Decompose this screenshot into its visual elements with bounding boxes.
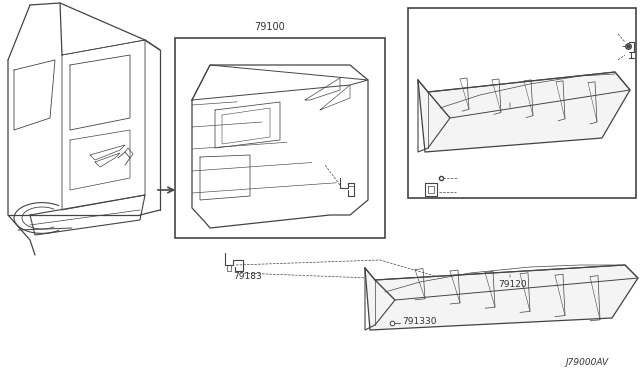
Bar [175, 38, 385, 238]
Polygon shape [365, 265, 638, 330]
Text: 79133E: 79133E [584, 30, 618, 39]
Text: 79183: 79183 [233, 272, 262, 281]
Text: 79100: 79100 [255, 22, 285, 32]
Text: 79133E: 79133E [458, 166, 492, 175]
Text: 85074R: 85074R [584, 55, 619, 64]
Bar [408, 8, 636, 198]
Text: Krom: Krom [414, 16, 440, 26]
Text: J79000AV: J79000AV [565, 358, 608, 367]
Text: 85240N: 85240N [345, 188, 380, 197]
Text: 79120: 79120 [484, 110, 513, 119]
Text: 791330: 791330 [402, 317, 436, 327]
Text: 79120: 79120 [498, 280, 527, 289]
Polygon shape [418, 72, 630, 152]
Text: 85075R: 85075R [458, 188, 493, 197]
